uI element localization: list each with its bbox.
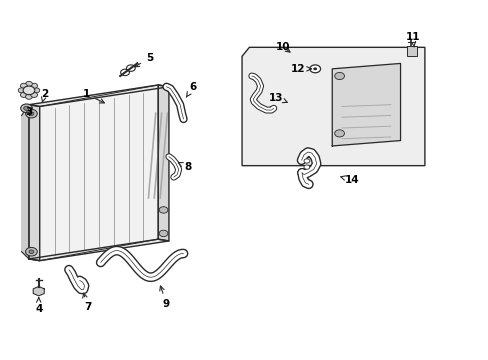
Text: 5: 5 <box>135 53 153 67</box>
Polygon shape <box>242 47 424 166</box>
Polygon shape <box>21 105 29 259</box>
Text: 6: 6 <box>186 82 197 97</box>
Polygon shape <box>29 85 168 107</box>
Circle shape <box>18 88 25 93</box>
Circle shape <box>23 86 35 95</box>
Text: 3: 3 <box>25 107 33 117</box>
Bar <box>407 46 416 56</box>
Polygon shape <box>331 63 400 146</box>
Circle shape <box>25 109 37 118</box>
Text: 10: 10 <box>276 42 290 52</box>
Circle shape <box>20 83 27 88</box>
Circle shape <box>31 83 38 88</box>
Polygon shape <box>29 105 40 261</box>
Text: 14: 14 <box>340 175 358 185</box>
Polygon shape <box>40 85 158 261</box>
Text: 1: 1 <box>82 89 104 103</box>
Text: 13: 13 <box>268 93 286 103</box>
Circle shape <box>304 165 309 169</box>
Circle shape <box>334 130 344 137</box>
Circle shape <box>29 112 34 116</box>
Circle shape <box>25 81 32 86</box>
Text: 8: 8 <box>178 162 192 172</box>
Circle shape <box>33 88 40 93</box>
Circle shape <box>25 247 37 256</box>
Circle shape <box>309 65 320 73</box>
Circle shape <box>20 93 27 98</box>
Text: 7: 7 <box>82 293 91 312</box>
Circle shape <box>334 72 344 80</box>
Circle shape <box>25 94 32 99</box>
Circle shape <box>20 104 32 113</box>
Polygon shape <box>33 287 44 296</box>
Text: 11: 11 <box>405 32 419 47</box>
Polygon shape <box>29 239 168 261</box>
Text: 12: 12 <box>290 64 311 74</box>
Circle shape <box>29 250 34 253</box>
Polygon shape <box>158 85 168 241</box>
Circle shape <box>159 230 167 237</box>
Circle shape <box>313 67 317 70</box>
Text: 4: 4 <box>35 298 42 314</box>
Circle shape <box>159 207 167 213</box>
Text: 9: 9 <box>160 286 170 309</box>
Circle shape <box>304 159 309 163</box>
Circle shape <box>23 106 29 111</box>
Circle shape <box>31 93 38 98</box>
Text: 2: 2 <box>41 89 48 102</box>
